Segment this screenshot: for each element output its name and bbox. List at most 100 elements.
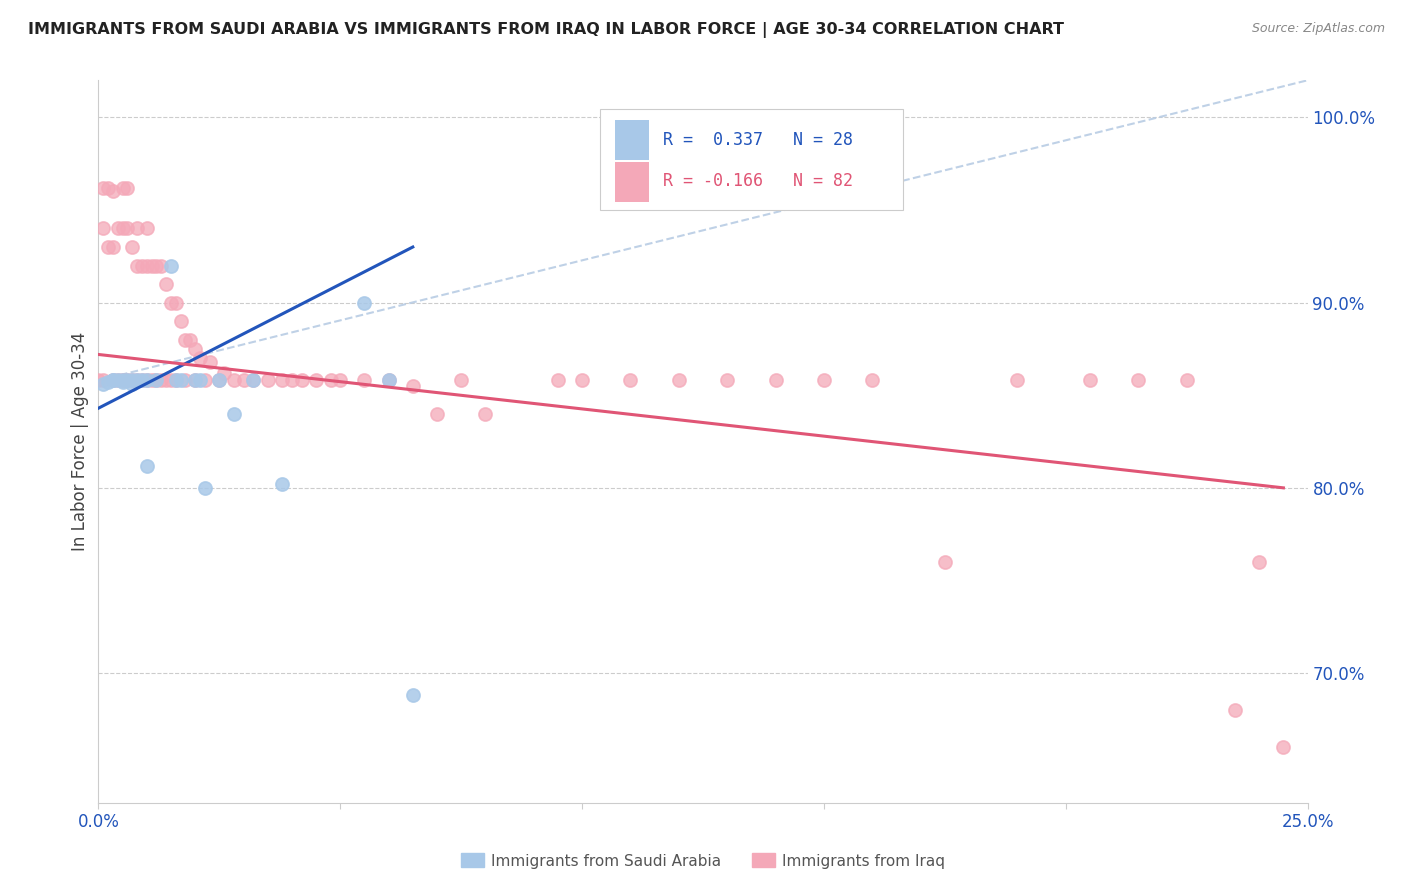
Point: [155, 277, 177, 291]
Point: [165, 295, 187, 310]
Point: [111, 376, 134, 390]
Point: [290, 373, 312, 387]
Point: [165, 373, 187, 387]
Point: [281, 373, 304, 387]
Point: [571, 373, 593, 387]
Legend: Immigrants from Saudi Arabia, Immigrants from Iraq: Immigrants from Saudi Arabia, Immigrants…: [454, 847, 952, 875]
Point: [117, 373, 139, 387]
Point: [127, 259, 149, 273]
Point: [1272, 740, 1295, 755]
Point: [97, 240, 120, 254]
Point: [150, 373, 173, 387]
Point: [174, 333, 197, 347]
Point: [117, 373, 139, 387]
Point: [402, 379, 425, 393]
Point: [256, 373, 278, 387]
Point: [1128, 373, 1150, 387]
Point: [145, 373, 167, 387]
Point: [188, 351, 211, 366]
Point: [169, 373, 191, 387]
Point: [194, 481, 217, 495]
Point: [329, 373, 352, 387]
Point: [305, 373, 328, 387]
Point: [232, 373, 254, 387]
Point: [101, 373, 124, 387]
Point: [97, 376, 120, 390]
Point: [184, 373, 207, 387]
Bar: [614, 162, 648, 202]
Point: [97, 180, 120, 194]
Text: R = -0.166   N = 82: R = -0.166 N = 82: [664, 172, 853, 190]
Point: [934, 555, 956, 569]
Point: [107, 373, 129, 387]
Point: [150, 259, 173, 273]
Point: [141, 259, 163, 273]
Point: [117, 221, 139, 235]
Point: [127, 373, 149, 387]
Point: [117, 180, 139, 194]
Point: [765, 373, 787, 387]
Point: [242, 373, 264, 387]
Point: [222, 407, 245, 421]
Point: [135, 221, 157, 235]
Point: [619, 373, 641, 387]
Point: [547, 373, 569, 387]
Point: [127, 221, 149, 235]
Point: [121, 240, 143, 254]
Point: [169, 314, 191, 328]
Point: [668, 373, 690, 387]
Point: [160, 373, 183, 387]
Point: [1175, 373, 1198, 387]
Point: [160, 259, 183, 273]
Point: [179, 333, 201, 347]
Point: [121, 377, 143, 392]
Text: IMMIGRANTS FROM SAUDI ARABIA VS IMMIGRANTS FROM IRAQ IN LABOR FORCE | AGE 30-34 : IMMIGRANTS FROM SAUDI ARABIA VS IMMIGRAN…: [28, 22, 1064, 38]
Point: [319, 373, 342, 387]
Point: [131, 373, 153, 387]
Point: [127, 373, 149, 387]
Point: [194, 373, 217, 387]
Text: R =  0.337   N = 28: R = 0.337 N = 28: [664, 130, 853, 149]
Point: [377, 373, 399, 387]
Point: [450, 373, 472, 387]
Point: [145, 259, 167, 273]
Point: [377, 373, 399, 387]
Point: [160, 295, 183, 310]
Point: [1249, 555, 1271, 569]
Point: [402, 689, 425, 703]
Point: [271, 373, 294, 387]
Bar: [614, 120, 648, 160]
Point: [353, 373, 375, 387]
Point: [426, 407, 449, 421]
Point: [111, 373, 134, 387]
Point: [135, 373, 157, 387]
Point: [716, 373, 738, 387]
Point: [271, 477, 294, 491]
Point: [184, 373, 207, 387]
Point: [91, 180, 114, 194]
Point: [91, 377, 114, 392]
Point: [174, 373, 197, 387]
Point: [101, 240, 124, 254]
Point: [131, 259, 153, 273]
Text: Source: ZipAtlas.com: Source: ZipAtlas.com: [1251, 22, 1385, 36]
Point: [184, 342, 207, 356]
Point: [1223, 703, 1246, 717]
Point: [474, 407, 496, 421]
Point: [208, 373, 231, 387]
Point: [1007, 373, 1029, 387]
Point: [87, 373, 110, 387]
Point: [155, 373, 177, 387]
Point: [1078, 373, 1101, 387]
Point: [91, 221, 114, 235]
Point: [145, 373, 167, 387]
Point: [107, 373, 129, 387]
Point: [101, 185, 124, 199]
Point: [91, 373, 114, 387]
Point: [111, 180, 134, 194]
Point: [860, 373, 883, 387]
Point: [107, 221, 129, 235]
Point: [111, 373, 134, 387]
Point: [165, 373, 187, 387]
Point: [353, 295, 375, 310]
